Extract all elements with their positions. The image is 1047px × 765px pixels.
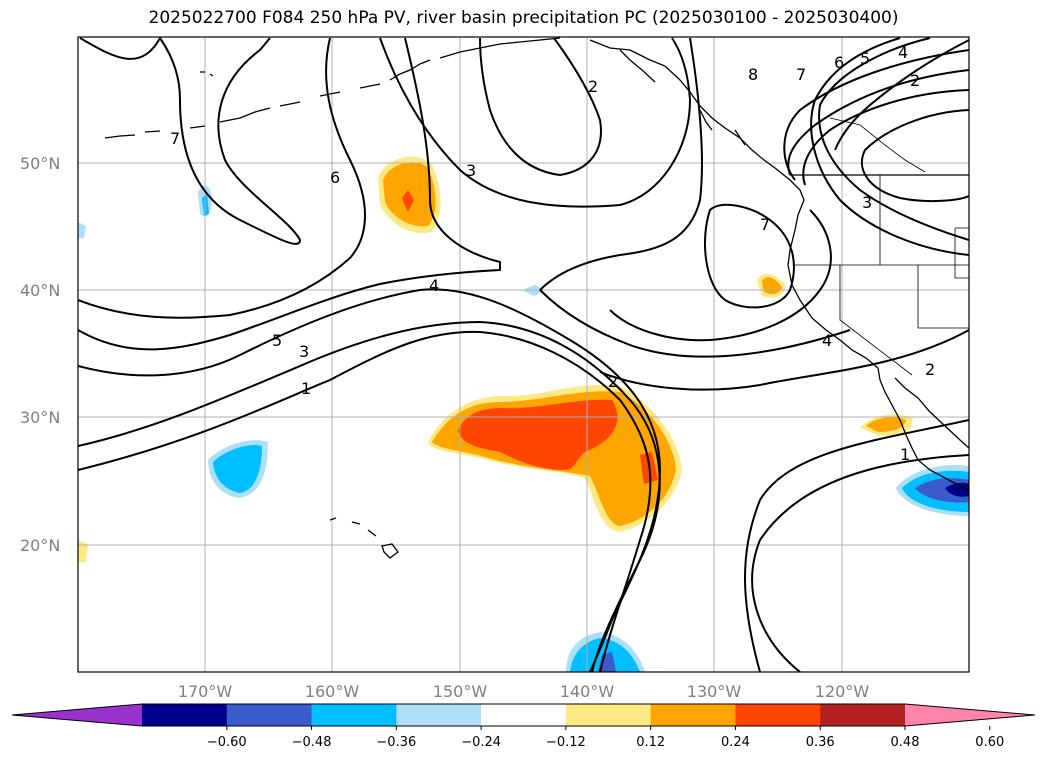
colorbar-box: [142, 704, 228, 726]
colorbar-tick-label: 0.36: [806, 735, 835, 750]
colorbar-box: [481, 704, 567, 726]
contour-label: 6: [330, 168, 340, 187]
colorbar-tick-label: −0.36: [376, 735, 416, 750]
map-panel: 7 6 5 4 3 3 1 2 2 7 7 8 6 5 4 2 3 4 2 1: [78, 37, 969, 672]
lon-label: 150°W: [433, 682, 488, 701]
map-title: 2025022700 F084 250 hPa PV, river basin …: [148, 8, 899, 28]
colorbar-box: [226, 704, 313, 726]
colorbar-box: [650, 704, 736, 726]
contour-label: 4: [898, 43, 908, 62]
lat-label: 20°N: [20, 536, 60, 555]
colorbar: −0.60 −0.48 −0.36 −0.24 −0.12 0.12 0.24 0.36 0.4…: [11, 703, 1036, 750]
contour-label: 5: [860, 49, 870, 68]
colorbar-tick-label: 0.60: [975, 735, 1004, 750]
colorbar-box: [396, 704, 482, 726]
lon-label: 130°W: [687, 682, 742, 701]
contour-label: 4: [822, 331, 832, 350]
lon-label: 120°W: [815, 682, 870, 701]
precip-shading: [78, 156, 969, 672]
colorbar-tick-label: −0.48: [292, 735, 332, 750]
contour-label: 4: [429, 276, 439, 295]
coastlines: [104, 37, 969, 559]
contour-label: 8: [748, 65, 758, 84]
contour-label: 3: [466, 161, 476, 180]
contour-label: 3: [862, 193, 872, 212]
colorbar-box: [735, 704, 821, 726]
colorbar-tick-label: −0.60: [207, 735, 247, 750]
colorbar-tick-label: 0.24: [721, 735, 750, 750]
colorbar-box: [311, 704, 397, 726]
lon-label: 160°W: [305, 682, 360, 701]
latitude-labels: 50°N 40°N 30°N 20°N: [20, 154, 60, 555]
colorbar-tick-label: −0.12: [546, 735, 586, 750]
graticule: [78, 37, 969, 672]
colorbar-box: [565, 704, 652, 726]
colorbar-extend-low: [12, 704, 142, 726]
contour-label: 2: [588, 77, 598, 96]
contour-label: 7: [170, 129, 180, 148]
colorbar-box: [820, 704, 906, 726]
colorbar-tick-label: −0.24: [461, 735, 501, 750]
contour-label: 2: [608, 372, 618, 391]
contour-label: 1: [900, 445, 910, 464]
contour-labels: 7 6 5 4 3 3 1 2 2 7 7 8 6 5 4 2 3 4 2 1: [170, 43, 935, 464]
contour-label: 2: [910, 71, 920, 90]
colorbar-tick-label: 0.12: [636, 735, 665, 750]
contour-label: 7: [796, 65, 806, 84]
colorbar-tick-label: 0.48: [891, 735, 920, 750]
lat-label: 30°N: [20, 408, 60, 427]
lon-label: 140°W: [560, 682, 615, 701]
contour-label: 1: [301, 379, 311, 398]
contour-label: 7: [760, 215, 770, 234]
contour-label: 5: [272, 331, 282, 350]
contour-label: 3: [299, 342, 309, 361]
map-frame: [77, 36, 970, 673]
pv-contours: [78, 37, 969, 672]
contour-label: 6: [834, 53, 844, 72]
contour-label: 2: [925, 360, 935, 379]
longitude-labels: 170°W 160°W 150°W 140°W 130°W 120°W: [178, 682, 870, 701]
lon-label: 170°W: [178, 682, 233, 701]
colorbar-extend-high: [905, 704, 1035, 726]
lat-label: 50°N: [20, 154, 60, 173]
colorbar-outline: [11, 703, 1036, 727]
lat-label: 40°N: [20, 281, 60, 300]
